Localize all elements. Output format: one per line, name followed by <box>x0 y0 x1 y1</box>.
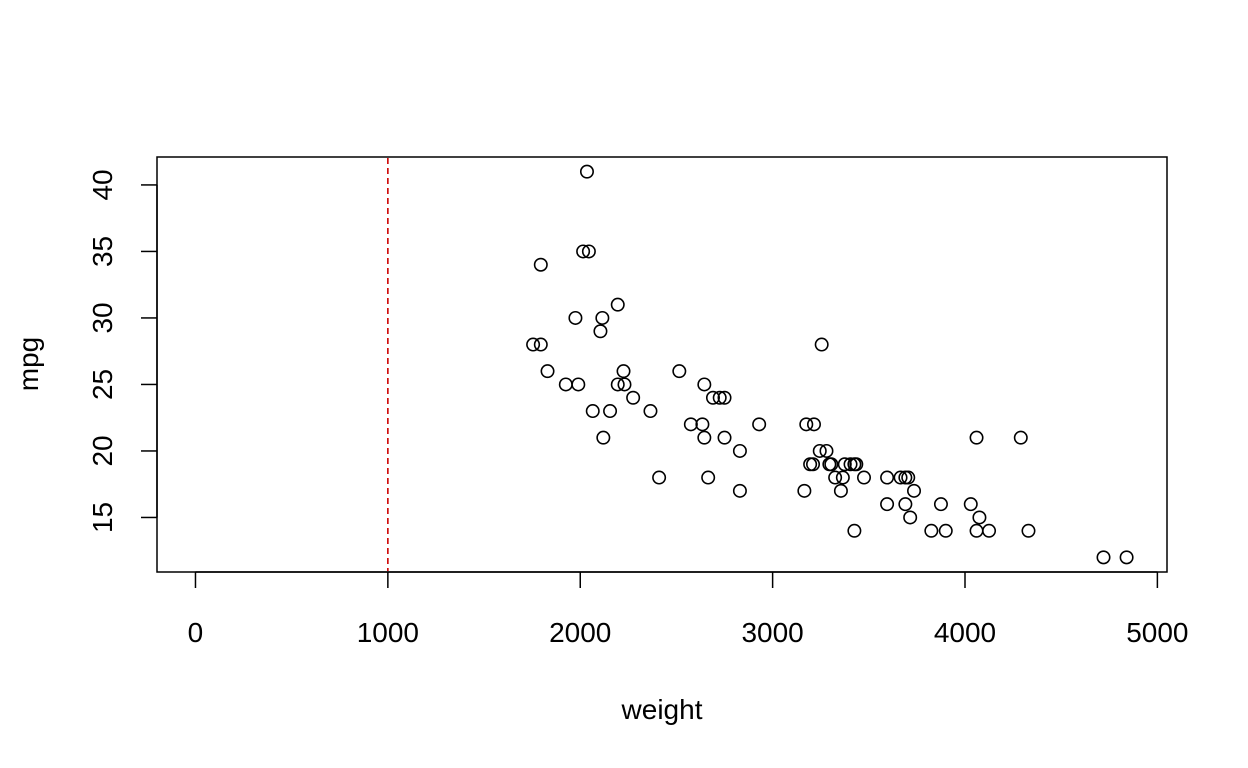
data-point <box>833 483 848 498</box>
data-point <box>843 457 858 472</box>
data-point <box>533 257 548 272</box>
data-point <box>695 417 710 432</box>
data-point <box>806 457 821 472</box>
x-tick-label: 1000 <box>357 617 419 648</box>
data-point <box>1096 550 1111 565</box>
data-point <box>595 310 610 325</box>
data-point <box>1013 430 1028 445</box>
plot-frame <box>156 156 1168 573</box>
data-point <box>732 483 747 498</box>
data-point <box>924 523 939 538</box>
data-point <box>812 443 827 458</box>
data-point <box>901 470 916 485</box>
data-point <box>903 510 918 525</box>
data-point <box>717 390 732 405</box>
data-point <box>806 417 821 432</box>
data-point <box>683 417 698 432</box>
data-point <box>1119 550 1134 565</box>
data-point <box>847 523 862 538</box>
data-point <box>1021 523 1036 538</box>
data-point <box>814 337 829 352</box>
data-point <box>837 457 852 472</box>
data-point <box>880 497 895 512</box>
data-point <box>558 377 573 392</box>
data-point <box>963 497 978 512</box>
data-point <box>617 377 632 392</box>
x-tick-label: 4000 <box>934 617 996 648</box>
x-tick-label: 2000 <box>549 617 611 648</box>
data-point <box>581 244 596 259</box>
y-tick-label: 25 <box>87 369 118 400</box>
data-point <box>579 164 594 179</box>
data-point <box>752 417 767 432</box>
data-point <box>898 497 913 512</box>
x-axis-label: weight <box>621 694 703 725</box>
data-point <box>799 417 814 432</box>
data-point <box>571 377 586 392</box>
data-point <box>982 523 997 538</box>
data-point <box>803 457 818 472</box>
y-tick-label: 30 <box>87 302 118 333</box>
data-point <box>824 457 839 472</box>
data-point <box>938 523 953 538</box>
data-point <box>526 337 541 352</box>
y-tick-label: 15 <box>87 502 118 533</box>
data-point <box>540 364 555 379</box>
data-point <box>603 404 618 419</box>
data-point <box>568 310 583 325</box>
data-point <box>828 470 843 485</box>
x-tick-label: 3000 <box>741 617 803 648</box>
data-point <box>880 470 895 485</box>
data-point <box>972 510 987 525</box>
data-point <box>712 390 727 405</box>
points-layer <box>526 164 1134 565</box>
data-point <box>907 483 922 498</box>
data-point <box>533 337 548 352</box>
y-tick-label: 35 <box>87 236 118 267</box>
data-point <box>593 324 608 339</box>
data-point <box>717 430 732 445</box>
data-point <box>652 470 667 485</box>
data-point <box>893 470 908 485</box>
x-tick-label: 5000 <box>1126 617 1188 648</box>
data-point <box>576 244 591 259</box>
data-point <box>705 390 720 405</box>
y-axis-label: mpg <box>13 337 44 391</box>
data-point <box>697 430 712 445</box>
axes-layer: 0 1000 2000 3000 4000 5000 15 20 25 30 35 40 <box>87 169 1189 648</box>
data-point <box>643 404 658 419</box>
data-point <box>616 364 631 379</box>
data-point <box>585 404 600 419</box>
data-point <box>701 470 716 485</box>
data-point <box>610 297 625 312</box>
data-point <box>610 377 625 392</box>
data-point <box>732 443 747 458</box>
data-point <box>969 430 984 445</box>
data-point <box>933 497 948 512</box>
data-point <box>819 443 834 458</box>
data-point <box>856 470 871 485</box>
data-point <box>849 457 864 472</box>
x-tick-label: 0 <box>188 617 204 648</box>
data-point <box>969 523 984 538</box>
data-point <box>672 364 687 379</box>
data-point <box>835 470 850 485</box>
data-point <box>697 377 712 392</box>
data-point <box>596 430 611 445</box>
y-tick-label: 40 <box>87 169 118 200</box>
y-tick-label: 20 <box>87 435 118 466</box>
data-point <box>797 483 812 498</box>
data-point <box>626 390 641 405</box>
